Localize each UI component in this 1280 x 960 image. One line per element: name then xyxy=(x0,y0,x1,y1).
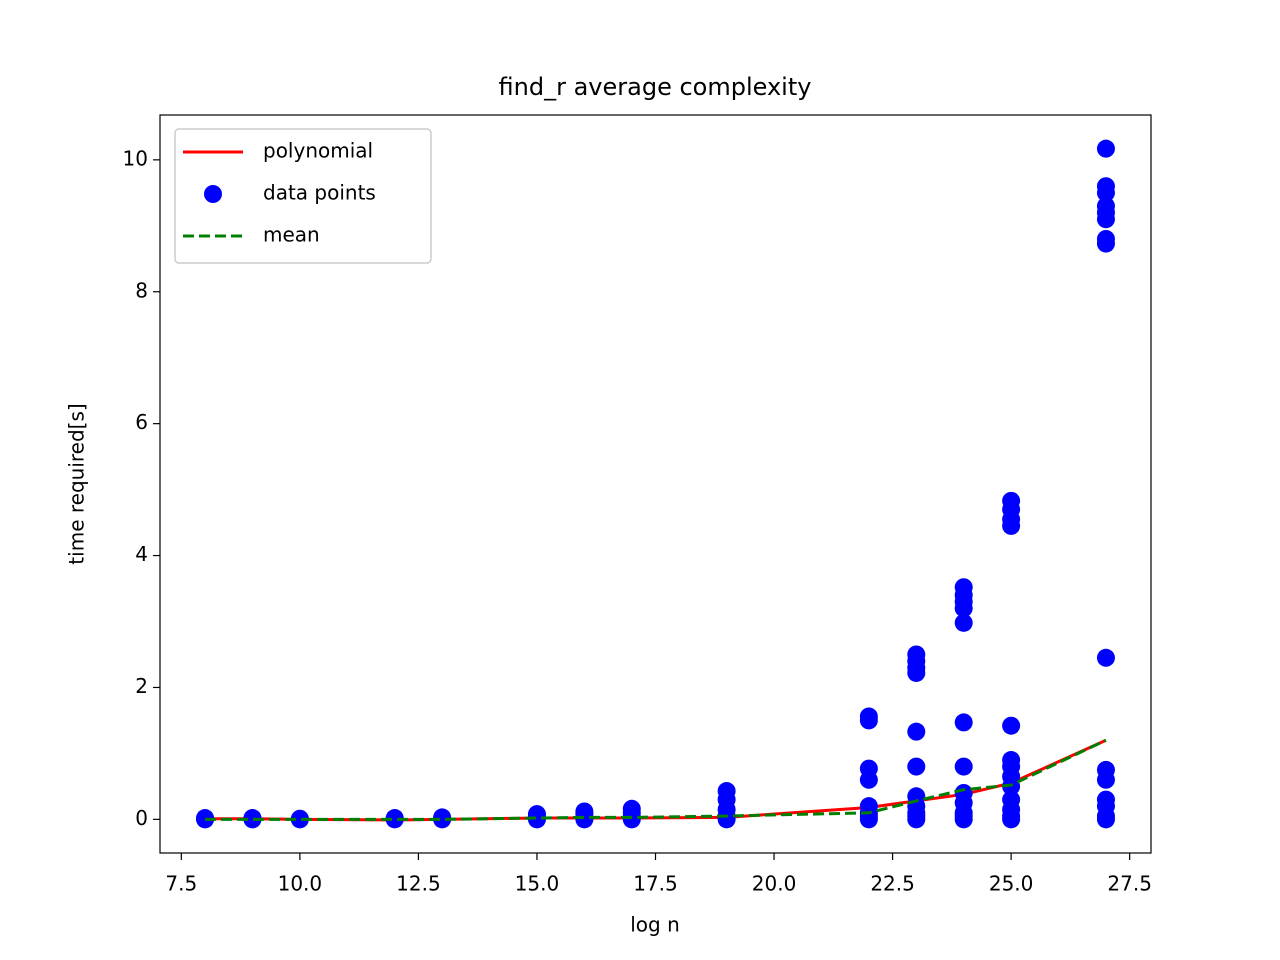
y-tick-label: 6 xyxy=(135,410,148,434)
x-tick-label: 27.5 xyxy=(1107,872,1152,896)
x-tick-label: 25.0 xyxy=(989,872,1034,896)
legend-label: mean xyxy=(263,223,320,247)
y-tick-label: 4 xyxy=(135,542,148,566)
data-point xyxy=(1002,790,1021,809)
data-point xyxy=(859,707,878,726)
x-tick-label: 22.5 xyxy=(870,872,915,896)
series-line xyxy=(205,738,1107,821)
y-tick-label: 8 xyxy=(135,278,148,302)
data-point xyxy=(1096,139,1115,158)
x-tick-label: 17.5 xyxy=(633,872,678,896)
data-point xyxy=(907,757,926,776)
legend: polynomial data points mean xyxy=(174,128,432,264)
data-point xyxy=(243,809,262,828)
data-point xyxy=(1096,790,1115,809)
data-point xyxy=(954,713,973,732)
data-point xyxy=(954,578,973,597)
plot-frame xyxy=(159,114,1152,854)
chart-title: find_r average complexity xyxy=(499,73,812,101)
y-tick-label: 0 xyxy=(135,806,148,830)
data-point xyxy=(1002,751,1021,770)
data-point xyxy=(954,783,973,802)
legend-label: data points xyxy=(263,181,376,205)
data-point xyxy=(1096,229,1115,248)
data-point xyxy=(717,782,736,801)
y-tick-label: 2 xyxy=(135,674,148,698)
data-point xyxy=(954,757,973,776)
data-point xyxy=(1096,760,1115,779)
data-point xyxy=(1096,177,1115,196)
data-point xyxy=(290,809,309,828)
y-axis-label: time required[s] xyxy=(65,403,89,564)
data-point xyxy=(954,613,973,632)
legend-box xyxy=(174,128,432,264)
x-tick-label: 7.5 xyxy=(165,872,197,896)
x-tick-label: 12.5 xyxy=(396,872,441,896)
data-point xyxy=(527,805,546,824)
data-point xyxy=(385,809,404,828)
data-point xyxy=(1002,491,1021,510)
x-tick-label: 10.0 xyxy=(278,872,323,896)
data-point xyxy=(433,808,452,827)
data-point xyxy=(622,799,641,818)
data-point xyxy=(859,759,878,778)
data-point xyxy=(1096,197,1115,216)
x-tick-label: 20.0 xyxy=(752,872,797,896)
data-point xyxy=(907,645,926,664)
legend-label: polynomial xyxy=(263,139,373,163)
data-point xyxy=(907,722,926,741)
legend-marker xyxy=(204,185,222,203)
y-tick-label: 10 xyxy=(123,146,148,170)
data-point xyxy=(1002,716,1021,735)
data-point xyxy=(859,797,878,816)
x-tick-label: 15.0 xyxy=(515,872,560,896)
data-point xyxy=(1096,648,1115,667)
x-axis-label: log n xyxy=(630,913,680,937)
